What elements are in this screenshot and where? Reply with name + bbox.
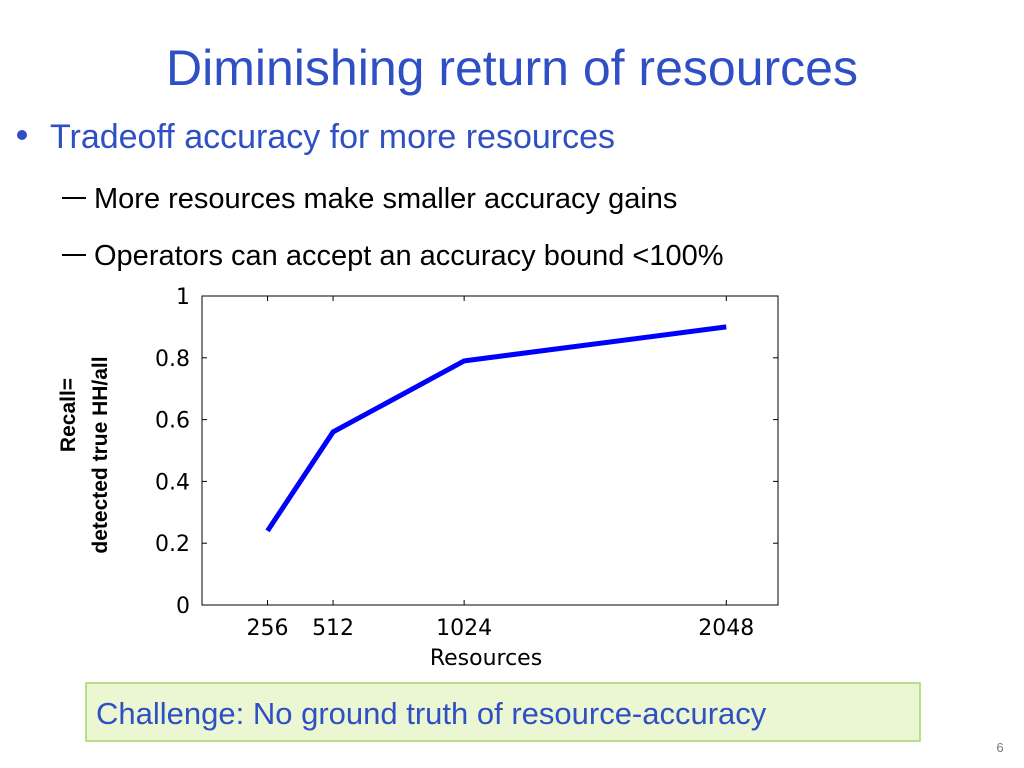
- chart: Resources Recall= detected true HH/all 0…: [57, 285, 779, 671]
- sub-bullet: More resources make smaller accuracy gai…: [94, 183, 677, 215]
- sub-bullet: Operators can accept an accuracy bound <…: [94, 240, 724, 272]
- y-tick-label: 0: [176, 594, 190, 619]
- callout: Challenge: No ground truth of resource-a…: [96, 696, 767, 731]
- y-tick-label: 0.4: [155, 470, 190, 495]
- y-axis-label: detected true HH/all: [89, 356, 112, 553]
- x-tick-label: 2048: [698, 616, 754, 641]
- bullet: Tradeoff accuracy for more resources: [50, 118, 615, 156]
- x-axis-label: Resources: [430, 646, 542, 671]
- bullet-dot: [17, 130, 27, 140]
- data-line: [265, 324, 727, 533]
- plot-frame: [201, 295, 779, 606]
- x-tick-label: 1024: [436, 616, 492, 641]
- slide-title: Diminishing return of resources: [166, 40, 858, 96]
- y-tick-label: 1: [176, 285, 190, 310]
- x-tick-label: 512: [312, 616, 354, 641]
- callout-box: [85, 682, 921, 742]
- page-number: 6: [996, 740, 1003, 755]
- y-tick-label: 0.6: [155, 409, 190, 434]
- y-tick-label: 0.2: [155, 532, 190, 557]
- y-tick-label: 0.8: [155, 347, 190, 372]
- y-axis-label: Recall=: [57, 378, 80, 452]
- x-tick-label: 256: [247, 616, 289, 641]
